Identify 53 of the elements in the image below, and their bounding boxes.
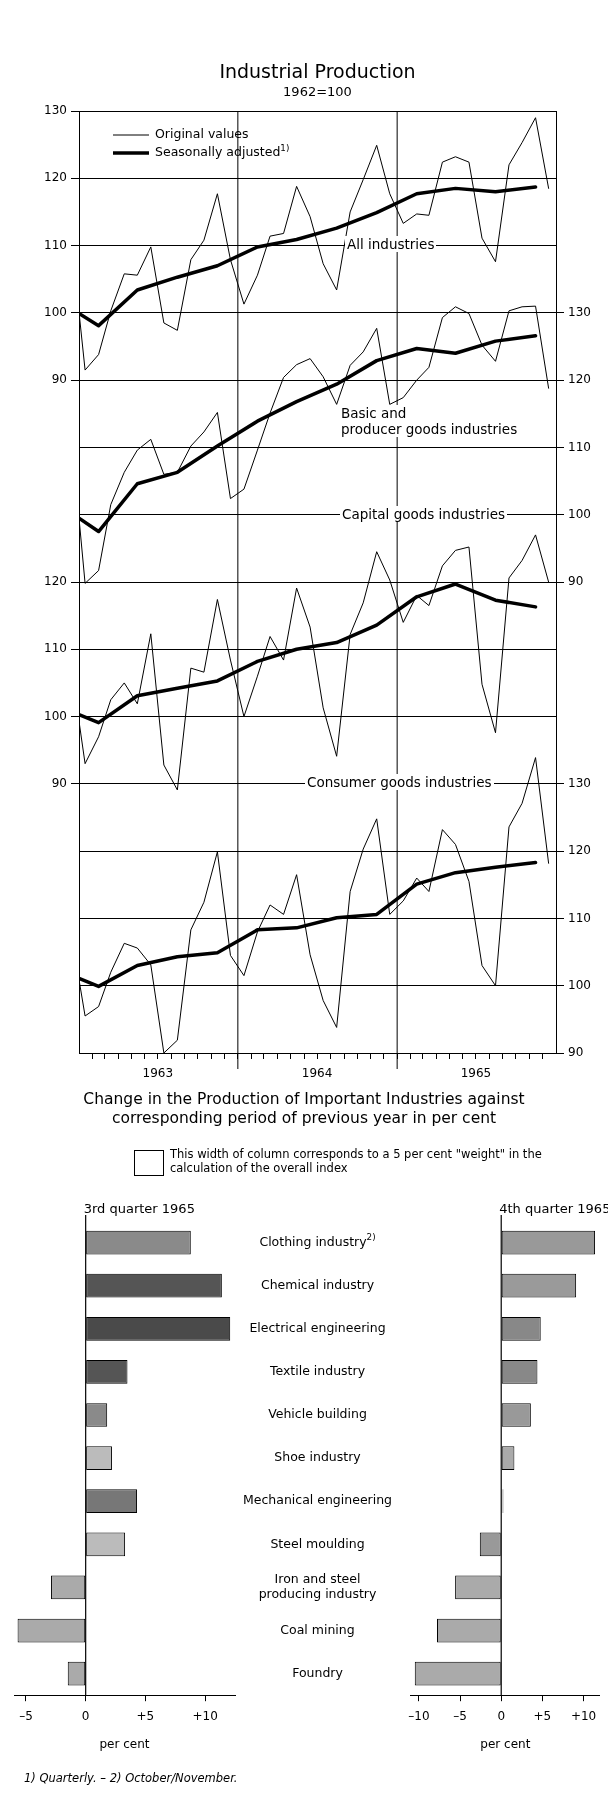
y-tick-label: 110: [44, 237, 67, 252]
y2-tick-label: 110: [568, 910, 591, 925]
y2-tick-label: 90: [568, 1045, 584, 1060]
y-tick-label: 100: [44, 304, 67, 319]
x-tick-label: +10: [192, 1708, 218, 1723]
annotation: All industries: [345, 236, 437, 253]
y-tick-label: Coal mining: [280, 1621, 355, 1637]
y-tick-label: 110: [44, 641, 67, 656]
x-tick-label: +10: [570, 1708, 597, 1723]
x-tick-label: 0: [81, 1708, 90, 1723]
y-tick-label: 120: [44, 574, 67, 589]
y-tick-label: Chemical industry: [260, 1276, 375, 1292]
y-tick-label: Shoe industry: [274, 1449, 362, 1465]
y2-tick-label: 120: [568, 843, 591, 858]
y2-tick-label: 120: [568, 372, 591, 387]
chart-title: Industrial Production: [218, 60, 417, 83]
annotation: Consumer goods industries: [305, 774, 494, 791]
x-tick-label: –5: [19, 1708, 33, 1723]
x-tick-label: 1965: [460, 1066, 492, 1081]
y-tick-label: Foundry: [292, 1664, 344, 1680]
y-tick-label: 120: [44, 170, 67, 185]
y-tick-label: 90: [51, 775, 67, 790]
x-tick-label: +5: [136, 1708, 155, 1723]
y2-tick-label: 130: [568, 304, 591, 319]
y-tick-label: 130: [44, 103, 67, 118]
y2-tick-label: 130: [568, 775, 591, 790]
y-tick-label: 100: [44, 708, 67, 723]
chart-title: 3rd quarter 1965: [83, 1201, 195, 1217]
y-tick-label: Iron and steel producing industry: [258, 1571, 377, 1602]
chart-subtitle: 1962=100: [282, 84, 353, 100]
text: This width of column corresponds to a 5 per cent "weight" in the calculation of the overall index: [170, 1147, 543, 1176]
y-tick-label: Vehicle building: [268, 1406, 367, 1422]
x-tick-label: 0: [497, 1708, 506, 1723]
y-tick-label: 90: [51, 372, 67, 387]
x-tick-label: +5: [533, 1708, 552, 1723]
y2-tick-label: 110: [568, 439, 591, 454]
x-axis-title: per cent: [99, 1736, 150, 1751]
text: Change in the Production of Important Industries against corresponding period of previous year in per cent: [82, 1090, 526, 1128]
y-tick-label: Mechanical engineering: [242, 1492, 393, 1508]
annotation: Basic and producer goods industries: [339, 405, 520, 438]
y-tick-label: Textile industry: [268, 1363, 366, 1379]
y2-tick-label: 100: [568, 506, 591, 521]
y-tick-label: Steel moulding: [270, 1535, 365, 1551]
x-axis-title: per cent: [480, 1736, 531, 1751]
text: 1) Quarterly. – 2) October/November.: [24, 1771, 239, 1786]
y2-tick-label: 90: [568, 574, 584, 589]
y-tick-label: Electrical engineering: [249, 1320, 386, 1336]
x-tick-label: 1963: [142, 1066, 174, 1081]
annotation: Capital goods industries: [340, 506, 508, 523]
x-tick-label: –5: [453, 1708, 467, 1723]
x-tick-label: –10: [408, 1708, 430, 1723]
x-tick-label: 1964: [301, 1066, 333, 1081]
y2-tick-label: 100: [568, 977, 591, 992]
